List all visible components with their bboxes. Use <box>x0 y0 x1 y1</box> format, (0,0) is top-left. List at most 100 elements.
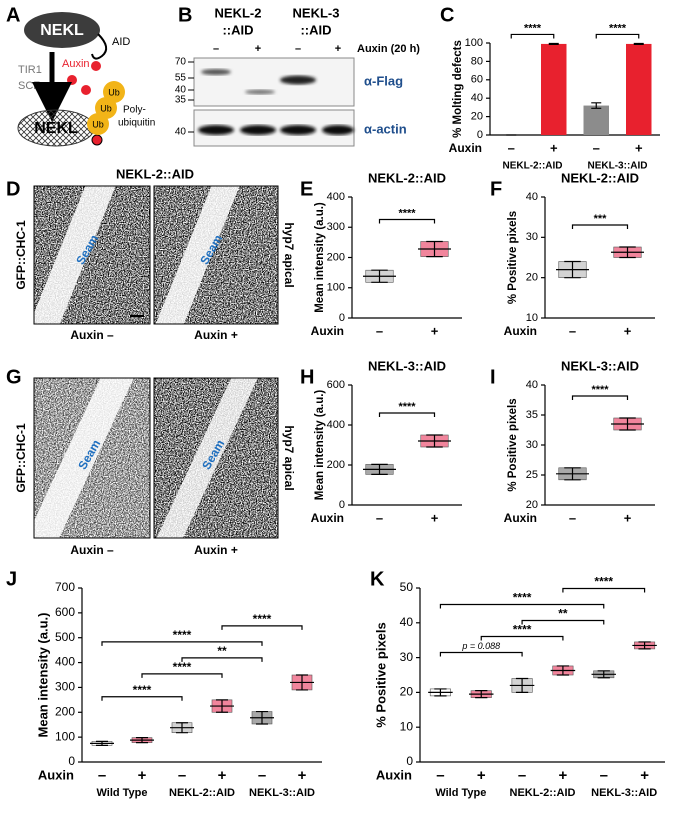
marker-label: 40 <box>175 127 187 138</box>
chart-title: NEKL-3::AID <box>561 358 639 373</box>
x-tick-label: + <box>431 510 439 525</box>
significance-bracket <box>510 33 555 39</box>
y-tick-label: 50 <box>400 580 414 594</box>
poly-label: ubiquitin <box>118 118 155 129</box>
y-tick-label: 400 <box>327 191 345 203</box>
panel-label: F <box>490 178 502 200</box>
y-tick-label: 80 <box>471 55 483 67</box>
y-axis-label: Mean intensity (a.u.) <box>314 390 326 501</box>
panel-label: B <box>178 4 192 26</box>
group-label: Wild Type <box>96 787 147 799</box>
panel-label: J <box>6 568 17 590</box>
marker-label: 55 <box>175 73 187 84</box>
x-tick-label: + <box>138 767 147 784</box>
y-tick-label: 60 <box>471 74 483 86</box>
y-tick-label: 40 <box>526 379 538 391</box>
x-tick-label: – <box>600 767 608 784</box>
y-axis-label: Mean intensity (a.u.) <box>35 613 50 738</box>
antibody-label: α-actin <box>364 121 407 136</box>
y-axis-label: Mean intensity (a.u.) <box>314 202 326 313</box>
significance-bracket <box>571 224 629 230</box>
x-tick-label: – <box>508 140 515 155</box>
auxin-label: Auxin (20 h) <box>357 43 420 55</box>
y-tick-label: 25 <box>526 469 538 481</box>
x-tick-label: + <box>640 767 649 784</box>
marker-label: 40 <box>175 85 187 96</box>
significance-label: p = 0.088 <box>461 641 500 651</box>
y-tick-label: 20 <box>400 685 414 699</box>
y-tick-label: 40 <box>400 615 414 629</box>
significance-label: **** <box>398 207 416 219</box>
region-label: hyp7 apical <box>282 425 296 490</box>
degradation-diagram: NEKL AID TIR1 SCF Auxin NEKL Ub Ub Ub Po… <box>17 12 155 147</box>
ub-label: Ub <box>100 103 112 113</box>
bar <box>583 105 609 135</box>
panel-label: D <box>6 178 20 200</box>
significance-label: **** <box>594 575 613 589</box>
significance-bracket <box>562 587 646 593</box>
x-tick-label: – <box>98 767 106 784</box>
y-tick-label: 40 <box>526 191 538 203</box>
group-label: NEKL-3::AID <box>249 787 315 799</box>
panel-label: H <box>300 366 314 388</box>
condition-label: Auxin + <box>194 543 238 557</box>
tag-label: AID <box>112 36 130 48</box>
significance-bracket <box>101 641 263 646</box>
significance-label: ** <box>217 644 227 658</box>
significance-bracket <box>378 412 436 417</box>
western-blot: NEKL-2 ::AID NEKL-3 ::AID – + – + Auxin … <box>175 5 420 147</box>
ub-label: Ub <box>108 87 120 97</box>
lane-label: ::AID <box>222 22 253 37</box>
error-bar <box>591 102 602 109</box>
micrograph-panel: NEKL-2::AID Seam Seam GFP::CHC-1 hyp7 ap… <box>14 166 296 342</box>
significance-bracket <box>101 696 183 701</box>
stain-label: GFP::CHC-1 <box>14 220 28 290</box>
group-label: NEKL-2::AID <box>510 787 576 799</box>
y-tick-label: 20 <box>526 272 538 284</box>
condition-label: Auxin – <box>70 543 114 557</box>
chart-title: NEKL-3::AID <box>368 358 446 373</box>
x-tick-label: + <box>635 140 643 155</box>
significance-bracket <box>439 603 605 609</box>
x-tick-label: – <box>593 140 600 155</box>
x-tick-label: – <box>376 323 383 338</box>
y-tick-label: 400 <box>55 655 75 669</box>
significance-label: **** <box>513 623 532 637</box>
treatment-label: – <box>295 43 301 55</box>
micrograph-panel: Seam Seam GFP::CHC-1 hyp7 apical Auxin –… <box>14 377 296 557</box>
significance-bracket <box>439 651 523 657</box>
y-tick-label: 200 <box>327 459 345 471</box>
x-tick-label: + <box>550 140 558 155</box>
chart-title: NEKL-2::AID <box>561 170 639 185</box>
y-tick-label: 200 <box>327 251 345 263</box>
x-tick-label: + <box>431 323 439 338</box>
significance-label: *** <box>594 213 608 225</box>
y-tick-label: 0 <box>477 129 483 141</box>
significance-bracket <box>378 218 436 224</box>
ligase-label: SCF <box>18 80 40 92</box>
significance-bracket <box>141 673 223 678</box>
panel-label: K <box>370 568 385 590</box>
marker-label: 35 <box>175 95 187 106</box>
significance-bracket <box>480 635 564 641</box>
x-tick-label: – <box>258 767 266 784</box>
y-tick-label: 30 <box>526 439 538 451</box>
significance-bracket <box>181 657 263 662</box>
significance-label: **** <box>591 384 609 396</box>
significance-bracket <box>221 625 303 630</box>
significance-label: **** <box>173 628 192 642</box>
y-tick-label: 30 <box>400 650 414 664</box>
condition-label: Auxin – <box>70 328 114 342</box>
ub-label: Ub <box>92 119 104 129</box>
error-bar <box>633 42 644 45</box>
y-tick-label: 20 <box>471 111 483 123</box>
panel-title: NEKL-2::AID <box>116 166 194 181</box>
y-tick-label: 600 <box>327 379 345 391</box>
y-axis-label: % Positive pixels <box>373 622 388 728</box>
y-tick-label: 200 <box>55 704 75 718</box>
lane-label: NEKL-3 <box>293 5 340 20</box>
y-tick-label: 0 <box>68 754 75 768</box>
lane-label: ::AID <box>300 22 331 37</box>
panel-label: E <box>300 178 313 200</box>
protein-label: NEKL <box>34 120 78 137</box>
